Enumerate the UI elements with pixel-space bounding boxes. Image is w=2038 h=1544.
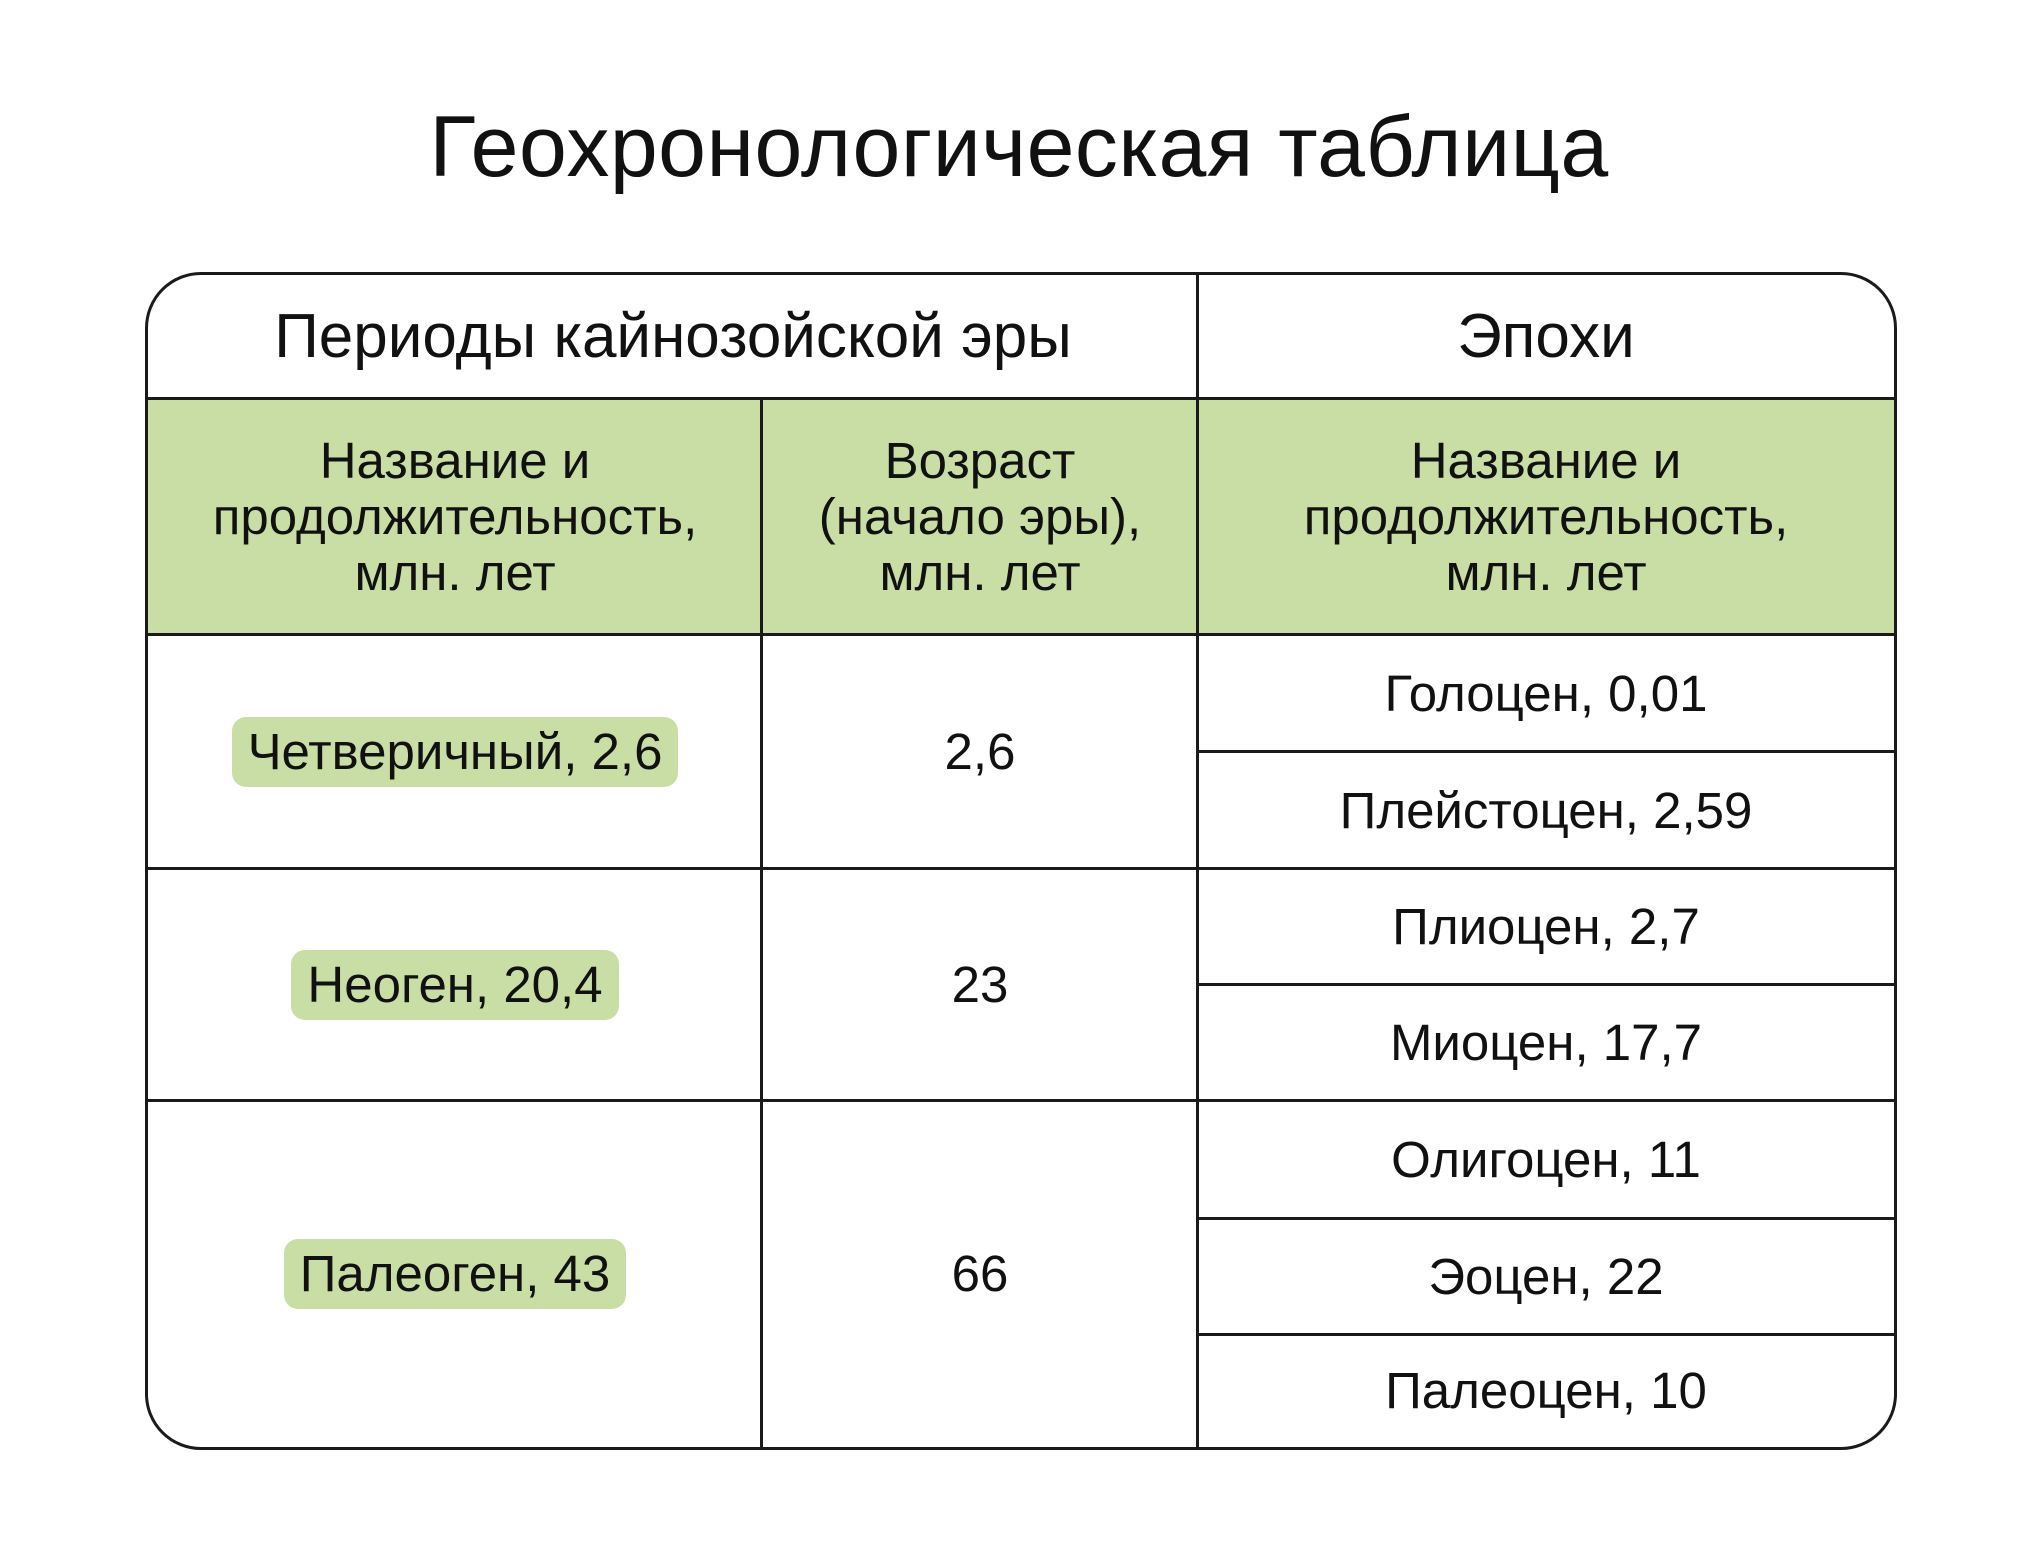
epoch-cell: Эоцен, 22 <box>1428 1248 1664 1305</box>
col-header-epoch-line: Название и <box>1410 432 1682 489</box>
divider <box>148 633 1894 636</box>
period-cell: Палеоген, 43 <box>148 1101 762 1447</box>
epoch-cell: Плейстоцен, 2,59 <box>1339 781 1753 839</box>
age-cell: 66 <box>951 1245 1009 1302</box>
header-band <box>148 399 1894 635</box>
epoch-cell: Голоцен, 0,01 <box>1384 664 1708 722</box>
epoch-cell: Палеоцен, 10 <box>1385 1362 1707 1419</box>
geochronology-table: Периоды кайнозойской эры Эпохи Название … <box>145 272 1897 1450</box>
header-periods: Периоды кайнозойской эры <box>274 302 1072 371</box>
divider <box>148 867 1894 870</box>
col-header-age: Возраст (начало эры), млн. лет <box>762 399 1198 635</box>
divider <box>148 1099 1894 1102</box>
header-epochs: Эпохи <box>1457 302 1635 371</box>
divider <box>1198 750 1894 753</box>
col-header-name-line: Название и <box>319 432 591 489</box>
period-name: Четверичный, 2,6 <box>231 717 679 787</box>
divider <box>1196 275 1199 1447</box>
period-cell: Четверичный, 2,6 <box>148 635 762 869</box>
col-header-epoch-line: продолжительность, <box>1303 488 1789 545</box>
age-cell: 23 <box>951 956 1009 1013</box>
col-header-age-line: млн. лет <box>879 544 1081 601</box>
epoch-cell: Олигоцен, 11 <box>1391 1131 1701 1188</box>
divider <box>760 399 763 1447</box>
epoch-cell: Миоцен, 17,7 <box>1389 1014 1703 1071</box>
divider <box>1198 1217 1894 1220</box>
col-header-name-line: млн. лет <box>354 544 556 601</box>
period-name: Неоген, 20,4 <box>291 950 619 1020</box>
col-header-age-line: Возраст <box>884 432 1076 489</box>
age-cell: 2,6 <box>944 723 1016 780</box>
col-header-epoch-line: млн. лет <box>1445 544 1647 601</box>
col-header-name: Название и продолжительность, млн. лет <box>148 399 762 635</box>
period-cell: Неоген, 20,4 <box>148 869 762 1101</box>
col-header-name-line: продолжительность, <box>212 488 698 545</box>
page-title: Геохронологическая таблица <box>429 99 1609 195</box>
col-header-epoch-name: Название и продолжительность, млн. лет <box>1198 399 1894 635</box>
col-header-age-line: (начало эры), <box>818 488 1142 545</box>
epoch-cell: Плиоцен, 2,7 <box>1392 898 1700 955</box>
divider <box>1198 1333 1894 1336</box>
divider <box>148 397 1894 400</box>
divider <box>1198 983 1894 986</box>
period-name: Палеоген, 43 <box>283 1239 627 1309</box>
